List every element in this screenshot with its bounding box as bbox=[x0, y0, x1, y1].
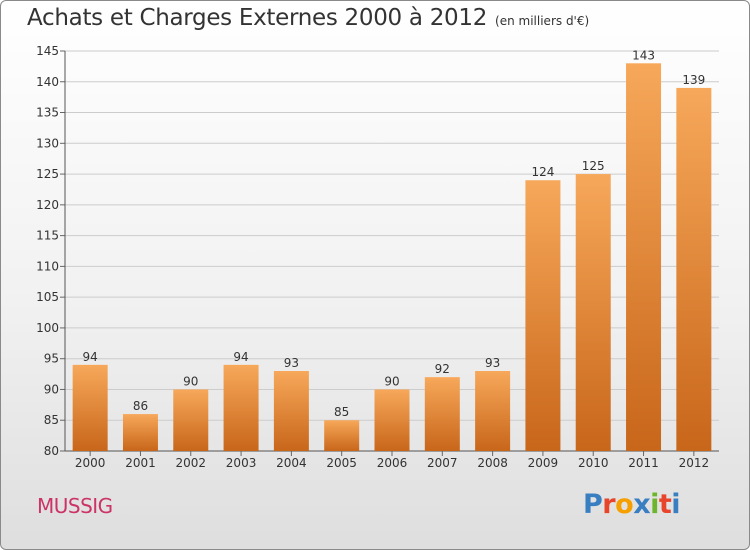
data-label: 139 bbox=[682, 73, 705, 87]
x-tick-label: 2005 bbox=[326, 456, 357, 470]
data-label: 86 bbox=[133, 399, 148, 413]
x-tick-label: 2012 bbox=[679, 456, 710, 470]
bar bbox=[324, 420, 360, 451]
x-tick-label: 2000 bbox=[75, 456, 106, 470]
bar bbox=[575, 174, 611, 452]
data-label: 125 bbox=[582, 159, 605, 173]
y-tick-label: 145 bbox=[36, 44, 59, 58]
title-text: Achats et Charges Externes 2000 à 2012 bbox=[27, 5, 488, 31]
chart-title: Achats et Charges Externes 2000 à 2012 (e… bbox=[27, 5, 589, 31]
proxiti-logo: Proxiti bbox=[583, 489, 681, 520]
logo-letter: t bbox=[658, 489, 672, 520]
bar bbox=[122, 414, 158, 451]
data-label: 124 bbox=[531, 165, 554, 179]
x-tick-label: 2009 bbox=[528, 456, 559, 470]
chart-subtitle: (en milliers d'€) bbox=[495, 14, 590, 28]
data-label: 92 bbox=[435, 362, 450, 376]
x-tick-label: 2006 bbox=[377, 456, 408, 470]
x-tick-label: 2004 bbox=[276, 456, 307, 470]
logo-letter: i bbox=[671, 489, 681, 520]
y-tick-label: 140 bbox=[36, 75, 59, 89]
x-tick-label: 2011 bbox=[628, 456, 659, 470]
bar bbox=[223, 364, 259, 451]
y-tick-label: 125 bbox=[36, 167, 59, 181]
y-tick-label: 100 bbox=[36, 321, 59, 335]
data-label: 94 bbox=[83, 350, 98, 364]
logo-letter: i bbox=[650, 489, 659, 520]
x-tick-label: 2007 bbox=[427, 456, 458, 470]
x-tick-label: 2010 bbox=[578, 456, 609, 470]
logo-letter: x bbox=[633, 489, 651, 520]
x-tick-label: 2008 bbox=[477, 456, 508, 470]
x-tick-label: 2003 bbox=[226, 456, 257, 470]
x-tick-label: 2001 bbox=[125, 456, 156, 470]
bar bbox=[173, 389, 209, 451]
bar bbox=[676, 87, 712, 451]
data-label: 93 bbox=[284, 356, 299, 370]
data-label: 143 bbox=[632, 48, 655, 62]
logo-letter: o bbox=[615, 489, 634, 520]
data-label: 90 bbox=[384, 374, 399, 388]
bar bbox=[525, 180, 561, 451]
bar bbox=[273, 371, 309, 451]
y-tick-label: 90 bbox=[44, 382, 59, 396]
y-tick-label: 105 bbox=[36, 290, 59, 304]
data-label: 93 bbox=[485, 356, 500, 370]
data-label: 90 bbox=[183, 374, 198, 388]
commune-name: MUSSIG bbox=[37, 494, 113, 518]
x-tick-label: 2002 bbox=[175, 456, 206, 470]
y-tick-label: 115 bbox=[36, 229, 59, 243]
data-label: 85 bbox=[334, 405, 349, 419]
bar bbox=[374, 389, 410, 451]
logo-letter: P bbox=[583, 489, 603, 520]
bar bbox=[475, 371, 511, 451]
y-tick-label: 135 bbox=[36, 106, 59, 120]
bar bbox=[626, 63, 662, 452]
y-tick-label: 80 bbox=[44, 444, 59, 458]
bar bbox=[424, 377, 460, 451]
y-tick-label: 95 bbox=[44, 352, 59, 366]
y-tick-label: 130 bbox=[36, 136, 59, 150]
data-label: 94 bbox=[233, 350, 248, 364]
bar bbox=[72, 364, 108, 451]
y-tick-label: 110 bbox=[36, 259, 59, 273]
y-tick-label: 120 bbox=[36, 198, 59, 212]
y-tick-label: 85 bbox=[44, 413, 59, 427]
logo-letter: r bbox=[602, 489, 616, 520]
